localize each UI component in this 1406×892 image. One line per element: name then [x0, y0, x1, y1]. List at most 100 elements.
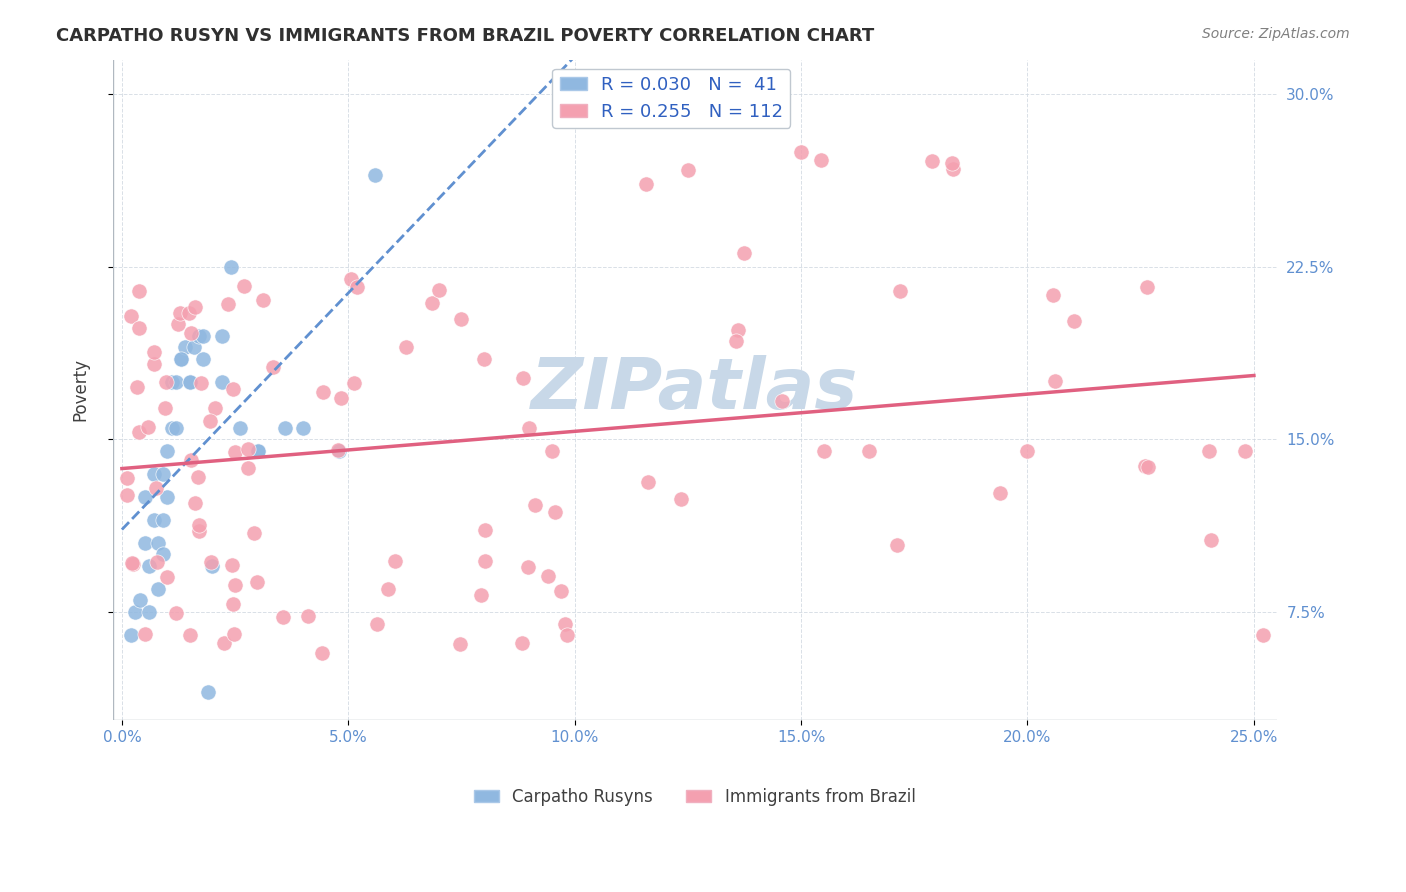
- Point: [165, 375, 187, 389]
- Point: [156, 490, 179, 504]
- Point: [233, 279, 256, 293]
- Point: [238, 460, 260, 475]
- Point: [193, 351, 215, 366]
- Point: [134, 535, 156, 549]
- Point: [146, 555, 169, 569]
- Point: [128, 425, 150, 440]
- Point: [121, 556, 143, 570]
- Point: [470, 588, 492, 602]
- Point: [941, 156, 963, 170]
- Point: [201, 558, 224, 573]
- Point: [125, 380, 148, 394]
- Point: [1233, 443, 1256, 458]
- Point: [179, 628, 201, 642]
- Point: [384, 554, 406, 568]
- Point: [472, 351, 495, 366]
- Point: [214, 635, 236, 649]
- Point: [117, 488, 139, 502]
- Point: [124, 605, 146, 619]
- Point: [519, 421, 541, 435]
- Point: [152, 513, 174, 527]
- Point: [889, 285, 911, 299]
- Text: CARPATHO RUSYN VS IMMIGRANTS FROM BRAZIL POVERTY CORRELATION CHART: CARPATHO RUSYN VS IMMIGRANTS FROM BRAZIL…: [56, 27, 875, 45]
- Point: [128, 320, 150, 334]
- Point: [200, 556, 222, 570]
- Point: [326, 442, 349, 457]
- Point: [1045, 374, 1067, 388]
- Point: [174, 340, 197, 354]
- Point: [160, 421, 183, 435]
- Point: [297, 608, 319, 623]
- Point: [339, 272, 361, 286]
- Point: [377, 582, 399, 596]
- Point: [142, 513, 165, 527]
- Point: [165, 421, 187, 435]
- Point: [554, 616, 576, 631]
- Point: [219, 260, 242, 274]
- Point: [193, 328, 215, 343]
- Point: [200, 414, 222, 428]
- Point: [1042, 288, 1064, 302]
- Point: [142, 467, 165, 481]
- Point: [170, 351, 193, 366]
- Point: [160, 375, 183, 389]
- Point: [245, 574, 267, 589]
- Point: [138, 558, 160, 573]
- Point: [427, 283, 450, 297]
- Point: [449, 637, 471, 651]
- Point: [222, 598, 245, 612]
- Point: [810, 153, 832, 168]
- Point: [669, 491, 692, 506]
- Point: [790, 145, 813, 159]
- Point: [921, 153, 943, 168]
- Point: [188, 524, 211, 539]
- Point: [221, 382, 243, 396]
- Point: [524, 498, 547, 512]
- Point: [512, 371, 534, 385]
- Point: [152, 547, 174, 561]
- Point: [942, 161, 965, 176]
- Point: [550, 583, 572, 598]
- Point: [138, 420, 160, 434]
- Point: [156, 443, 179, 458]
- Point: [179, 375, 201, 389]
- Point: [292, 421, 315, 435]
- Point: [120, 310, 142, 324]
- Point: [394, 340, 416, 354]
- Point: [188, 518, 211, 533]
- Point: [636, 177, 658, 191]
- Point: [328, 443, 350, 458]
- Point: [211, 328, 233, 343]
- Point: [537, 568, 560, 582]
- Point: [129, 593, 152, 607]
- Point: [450, 311, 472, 326]
- Point: [146, 582, 169, 596]
- Point: [170, 351, 193, 366]
- Point: [727, 323, 749, 337]
- Point: [544, 505, 567, 519]
- Point: [262, 360, 284, 375]
- Point: [311, 646, 333, 660]
- Point: [156, 570, 179, 584]
- Point: [1063, 314, 1085, 328]
- Point: [222, 627, 245, 641]
- Point: [246, 443, 269, 458]
- Point: [155, 376, 177, 390]
- Point: [224, 445, 246, 459]
- Point: [1251, 628, 1274, 642]
- Text: ZIPatlas: ZIPatlas: [531, 355, 859, 425]
- Point: [121, 558, 143, 572]
- Point: [343, 376, 366, 390]
- Point: [187, 469, 209, 483]
- Point: [183, 340, 205, 354]
- Point: [143, 357, 166, 371]
- Point: [145, 481, 167, 495]
- Point: [128, 284, 150, 298]
- Text: Source: ZipAtlas.com: Source: ZipAtlas.com: [1202, 27, 1350, 41]
- Point: [516, 560, 538, 574]
- Point: [197, 685, 219, 699]
- Point: [169, 306, 191, 320]
- Point: [474, 554, 496, 568]
- Point: [252, 293, 274, 308]
- Point: [330, 392, 353, 406]
